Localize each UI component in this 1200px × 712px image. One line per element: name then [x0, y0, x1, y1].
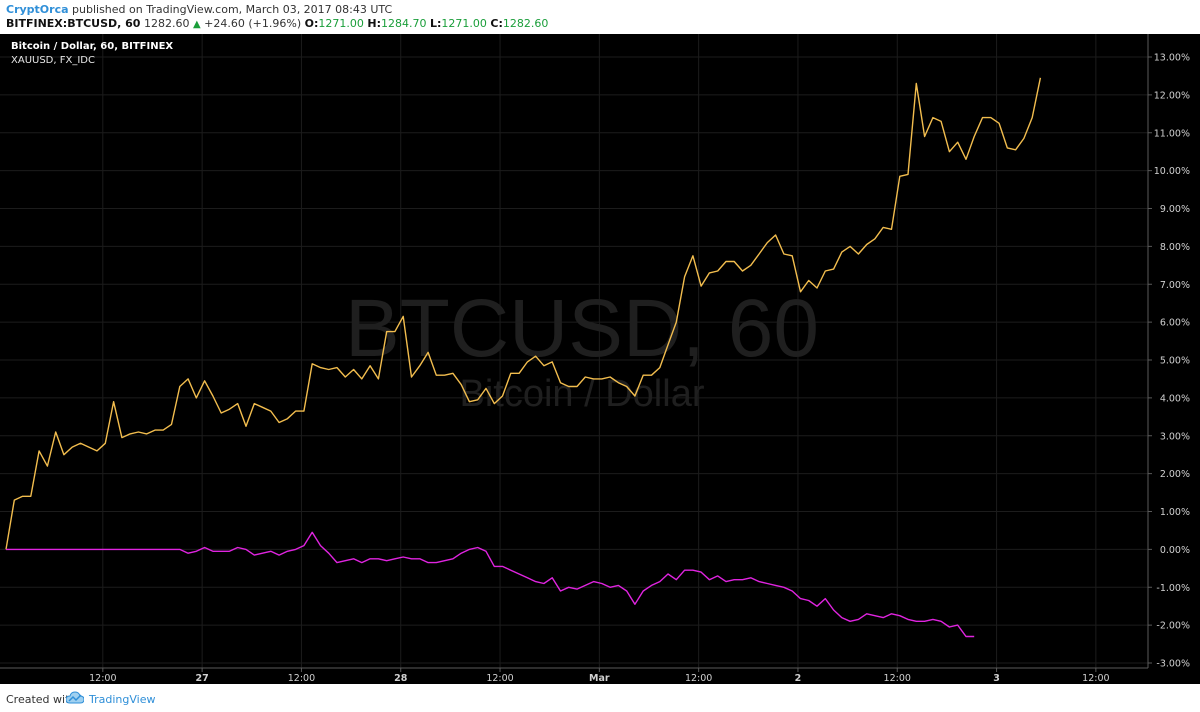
ohlc-line: BITFINEX:BTCUSD, 60 1282.60 ▲ +24.60 (+1… [6, 17, 548, 30]
y-tick-label: 8.00% [1160, 242, 1190, 253]
footer-bar: Created with TradingView [0, 684, 1200, 712]
x-tick-label: 3 [993, 673, 1000, 684]
y-tick-label: 3.00% [1160, 431, 1190, 442]
x-tick-label: Mar [589, 673, 610, 684]
high-label: H: [367, 17, 381, 30]
y-tick-label: 6.00% [1160, 318, 1190, 329]
y-tick-label: 10.00% [1154, 166, 1190, 177]
y-tick-label: 2.00% [1160, 469, 1190, 480]
y-tick-label: 11.00% [1154, 128, 1190, 139]
x-tick-label: 12:00 [89, 673, 116, 684]
chart-svg[interactable]: BTCUSD, 60 Bitcoin / Dollar 13.00% 12.00%… [0, 34, 1200, 684]
y-tick-label: -3.00% [1156, 659, 1190, 670]
chart-area[interactable]: BTCUSD, 60 Bitcoin / Dollar 13.00% 12.00%… [0, 34, 1200, 684]
published-text: published on TradingView.com, March 03, … [72, 3, 393, 16]
x-tick-label: 12:00 [884, 673, 911, 684]
tradingview-cloud-icon [66, 691, 84, 705]
x-tick-label: 12:00 [685, 673, 712, 684]
y-tick-label: 13.00% [1154, 53, 1190, 64]
close-value: 1282.60 [502, 17, 549, 30]
up-arrow-icon: ▲ [192, 19, 201, 30]
chart-legend: Bitcoin / Dollar, 60, BITFINEX XAUUSD, F… [11, 40, 173, 68]
grid-lines [0, 34, 1148, 668]
x-tick-label: 27 [196, 673, 209, 684]
x-tick-label: 2 [795, 673, 802, 684]
created-with-text: Created with [6, 693, 77, 706]
y-tick-label: 1.00% [1160, 507, 1190, 518]
y-tick-label: 4.00% [1160, 393, 1190, 404]
x-tick-label: 12:00 [486, 673, 513, 684]
price-axis[interactable]: 13.00% 12.00% 11.00% 10.00% 9.00% 8.00% 7.00% 6… [1148, 53, 1190, 670]
header-bar: CryptOrca published on TradingView.com, … [0, 0, 1200, 34]
open-label: O: [304, 17, 319, 30]
xau-series-line [6, 531, 975, 638]
watermark-symbol: BTCUSD, 60 [345, 283, 819, 374]
y-tick-label: 12.00% [1154, 90, 1190, 101]
open-value: 1271.00 [318, 17, 364, 30]
tradingview-brand-link[interactable]: TradingView [89, 693, 156, 706]
y-tick-label: -1.00% [1156, 583, 1190, 594]
y-tick-label: 7.00% [1160, 280, 1190, 291]
watermark-description: Bitcoin / Dollar [460, 373, 705, 415]
y-tick-label: 5.00% [1160, 356, 1190, 367]
legend-main-series[interactable]: Bitcoin / Dollar, 60, BITFINEX [11, 41, 174, 52]
close-label: C: [490, 17, 503, 30]
last-price: 1282.60 [143, 17, 190, 30]
x-tick-label: 12:00 [288, 673, 315, 684]
x-tick-label: 28 [394, 673, 408, 684]
symbol-label: BITFINEX:BTCUSD, 60 [6, 17, 141, 30]
low-label: L: [429, 17, 442, 30]
series-lines [5, 77, 1042, 638]
y-tick-label: 9.00% [1160, 204, 1190, 215]
btc-series-line [5, 77, 1042, 550]
low-value: 1271.00 [441, 17, 487, 30]
author-link[interactable]: CryptOrca [6, 3, 69, 16]
high-value: 1284.70 [380, 17, 427, 30]
legend-compare-series[interactable]: XAUUSD, FX_IDC [11, 55, 95, 66]
publish-line: CryptOrca published on TradingView.com, … [6, 3, 392, 16]
y-tick-label: -2.00% [1156, 621, 1190, 632]
x-tick-label: 12:00 [1082, 673, 1109, 684]
time-axis[interactable]: 12:00 27 12:00 28 12:00 Mar 12:00 2 12:00 3 12:00 [89, 668, 1110, 684]
y-tick-label: 0.00% [1160, 545, 1190, 556]
price-change: +24.60 (+1.96%) [204, 17, 302, 30]
